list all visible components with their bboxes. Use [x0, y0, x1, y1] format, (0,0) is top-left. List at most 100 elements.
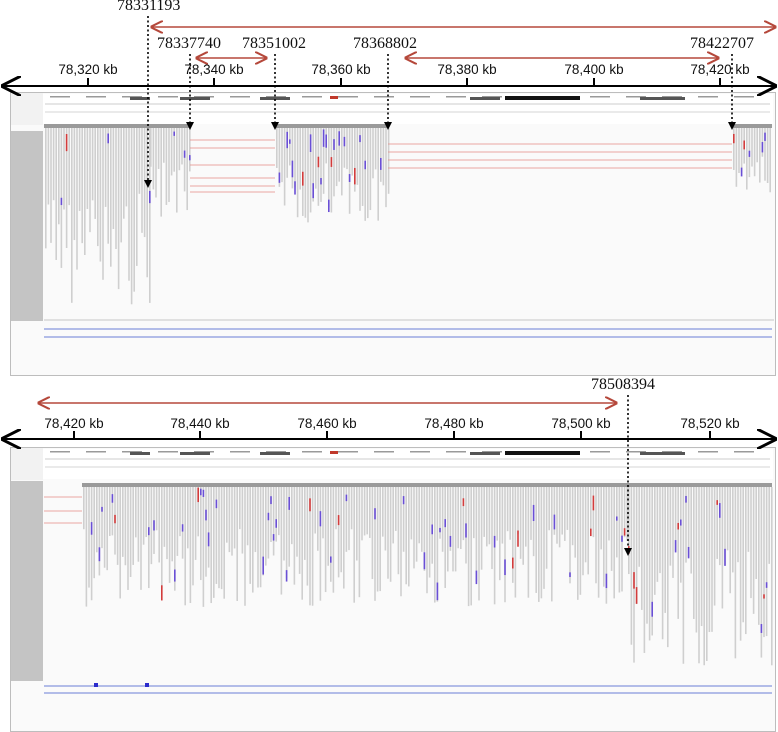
mismatch-mark	[760, 624, 763, 633]
kb-label: 78,420 kb	[44, 416, 104, 431]
read-stack	[449, 487, 452, 551]
mismatch-mark	[512, 557, 514, 569]
mismatch-mark	[345, 494, 348, 502]
mismatch-mark	[674, 540, 677, 553]
read-stack	[346, 128, 348, 170]
read-stack	[760, 487, 763, 658]
read-stack	[661, 487, 664, 640]
ruler-tick	[662, 96, 682, 98]
read-stack	[726, 487, 729, 551]
panel-header-gutter	[11, 448, 43, 480]
read-stack	[317, 487, 319, 551]
read-stack	[509, 487, 511, 540]
read-stack	[155, 128, 157, 198]
read-stack	[184, 487, 186, 606]
mismatch-mark	[328, 199, 330, 213]
ruler-tick	[590, 451, 610, 453]
mismatch-mark	[761, 141, 764, 153]
read-stack	[764, 128, 766, 181]
read-stack	[335, 128, 338, 187]
kb-label: 78,500 kb	[551, 416, 611, 431]
read-stack	[94, 128, 96, 219]
read-stack	[506, 487, 509, 532]
read-stack	[285, 487, 288, 579]
read-stack	[213, 487, 215, 598]
ruler-tick	[230, 96, 250, 98]
read-stack	[765, 487, 768, 637]
read-stack	[674, 487, 677, 552]
read-stack	[110, 128, 112, 267]
gene-block	[505, 451, 580, 455]
read-stack	[205, 487, 207, 577]
read-stack	[311, 487, 314, 606]
read-stack	[392, 487, 394, 544]
read-stack	[745, 487, 747, 635]
axis-ticks-bottom	[73, 431, 711, 439]
read-stack	[296, 128, 299, 218]
read-stack	[387, 487, 389, 579]
read-stack	[504, 487, 506, 603]
read-stack	[298, 487, 301, 574]
read-stack	[163, 128, 165, 163]
read-stack	[540, 487, 543, 599]
read-stack	[514, 487, 517, 598]
read-stack	[733, 128, 735, 170]
read-stack	[281, 128, 283, 183]
mismatch-mark	[343, 136, 346, 147]
read-stack	[324, 487, 327, 593]
read-stack	[558, 487, 561, 548]
ruler-tick	[50, 96, 70, 98]
ruler-tick	[698, 451, 718, 453]
read-stack	[73, 128, 76, 241]
read-stack	[200, 487, 202, 581]
read-stack	[288, 487, 290, 567]
mismatch-mark	[569, 572, 571, 578]
read-stack	[395, 487, 397, 531]
read-stack	[309, 128, 312, 213]
mismatch-mark	[90, 522, 93, 535]
read-stack	[236, 487, 238, 601]
ruler-tick	[50, 451, 70, 453]
read-stack	[538, 487, 540, 602]
mismatch-mark	[183, 150, 186, 158]
read-stack	[309, 487, 311, 606]
read-stack	[677, 487, 679, 619]
mismatch-mark	[202, 489, 205, 497]
read-stack	[402, 487, 405, 552]
read-stack	[312, 128, 314, 202]
read-stack	[123, 128, 125, 219]
read-stack	[680, 487, 682, 583]
read-stack	[138, 128, 141, 194]
gene-block	[130, 97, 150, 100]
read-stack	[616, 487, 618, 558]
mismatch-mark	[616, 516, 618, 521]
ruler-tick	[590, 96, 610, 98]
read-stack	[361, 487, 363, 541]
variant-dot	[145, 683, 149, 687]
mismatch-mark	[111, 494, 114, 503]
read-stack	[314, 487, 316, 534]
ruler-tick	[122, 96, 142, 98]
mismatch-mark	[748, 150, 751, 157]
read-stack	[197, 487, 199, 537]
read-stack	[149, 128, 151, 303]
read-stack	[682, 487, 685, 664]
mismatch-mark	[765, 582, 768, 588]
gene-block	[180, 452, 210, 455]
mismatch-mark	[291, 160, 294, 178]
read-stack	[189, 487, 192, 603]
ruler-tick	[338, 451, 358, 453]
read-stack	[532, 487, 535, 557]
mismatch-mark	[333, 139, 335, 150]
axis-ticks-top	[87, 78, 721, 86]
read-stack	[322, 128, 325, 194]
mismatch-mark	[517, 530, 519, 547]
read-stack	[755, 487, 757, 579]
mismatch-mark	[309, 498, 311, 512]
read-stack	[152, 128, 155, 190]
read-stack	[418, 487, 420, 544]
mismatch-mark	[359, 135, 361, 143]
read-stack	[178, 128, 181, 171]
read-stack	[122, 487, 124, 557]
read-stack	[244, 487, 246, 606]
